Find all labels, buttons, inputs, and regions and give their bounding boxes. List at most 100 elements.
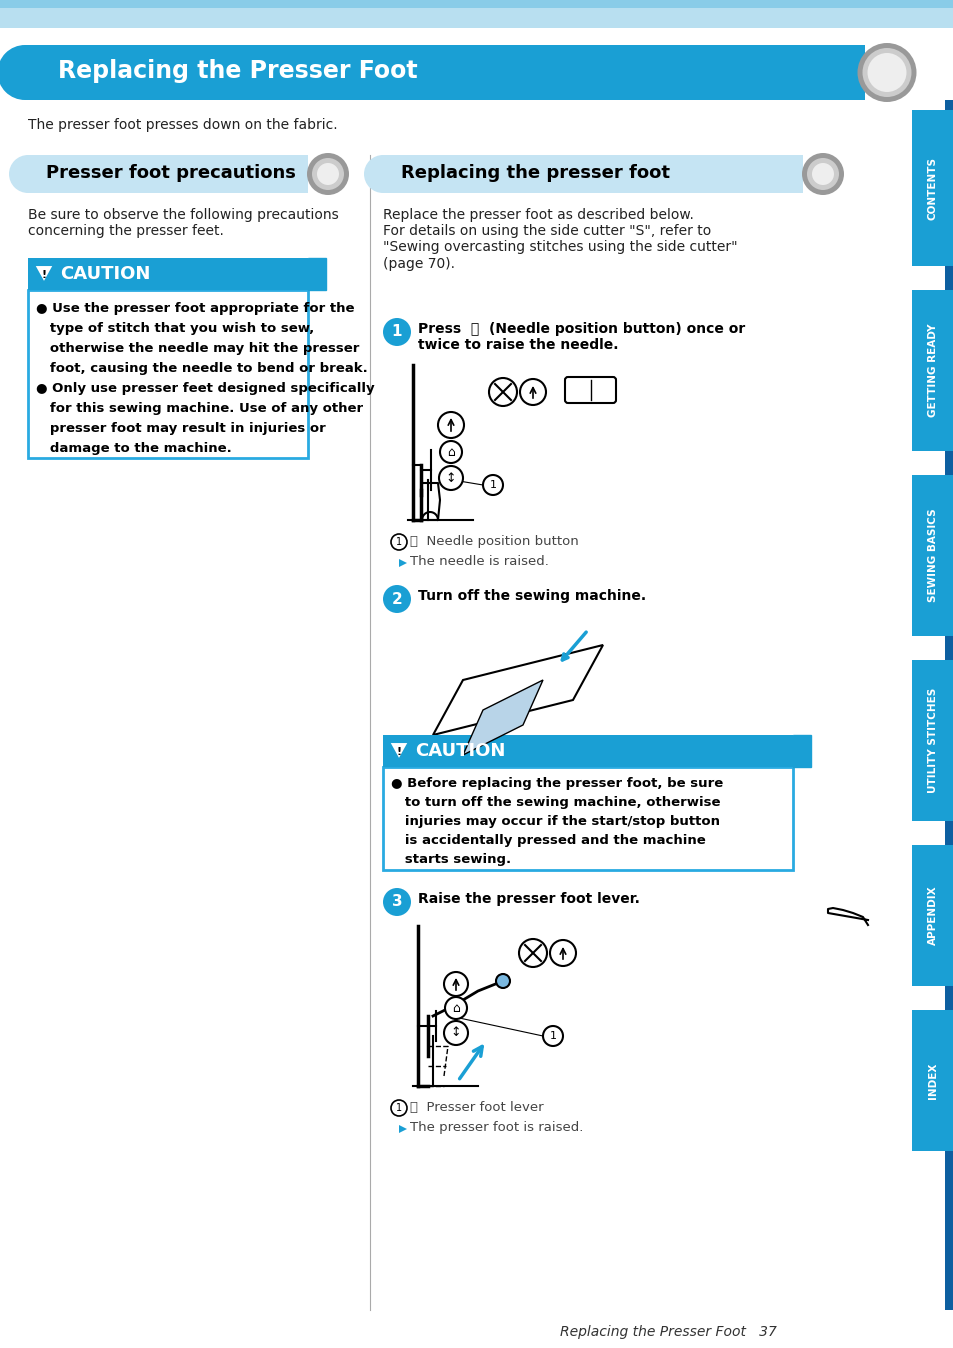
Polygon shape (398, 559, 407, 568)
Polygon shape (433, 644, 602, 735)
Circle shape (364, 155, 401, 193)
Text: foot, causing the needle to bend or break.: foot, causing the needle to bend or brea… (36, 363, 367, 375)
Circle shape (542, 1026, 562, 1046)
Text: CAUTION: CAUTION (415, 741, 505, 760)
Circle shape (382, 888, 411, 917)
Polygon shape (308, 257, 326, 290)
Text: The presser foot presses down on the fabric.: The presser foot presses down on the fab… (28, 119, 337, 132)
Bar (0, 0, 953, 8)
Bar (911, 1010, 953, 1151)
Bar (911, 845, 953, 985)
Text: 3: 3 (392, 895, 402, 910)
Text: ⓘ  Presser foot lever: ⓘ Presser foot lever (410, 1101, 543, 1113)
Text: damage to the machine.: damage to the machine. (36, 442, 232, 456)
Polygon shape (389, 741, 409, 760)
Text: SEWING BASICS: SEWING BASICS (927, 508, 937, 603)
Text: starts sewing.: starts sewing. (391, 853, 511, 865)
Bar (28, 290, 308, 458)
Circle shape (550, 940, 576, 967)
Circle shape (443, 972, 468, 996)
Bar (911, 661, 953, 821)
Text: APPENDIX: APPENDIX (927, 886, 937, 945)
Circle shape (382, 585, 411, 613)
Text: Raise the presser foot lever.: Raise the presser foot lever. (417, 892, 639, 906)
Bar (944, 100, 953, 1310)
Circle shape (443, 1020, 468, 1045)
Text: CAUTION: CAUTION (60, 266, 151, 283)
Circle shape (307, 154, 349, 195)
Polygon shape (34, 266, 54, 283)
Text: 2: 2 (392, 592, 402, 607)
Circle shape (866, 53, 905, 92)
Text: injuries may occur if the start/stop button: injuries may occur if the start/stop but… (391, 816, 720, 828)
Text: ↕: ↕ (450, 1026, 460, 1039)
Circle shape (801, 154, 843, 195)
Circle shape (489, 377, 517, 406)
FancyBboxPatch shape (564, 377, 616, 403)
Text: GETTING READY: GETTING READY (927, 324, 937, 418)
Text: Press  ⓘ  (Needle position button) once or
twice to raise the needle.: Press ⓘ (Needle position button) once or… (417, 322, 744, 352)
Text: CONTENTS: CONTENTS (927, 156, 937, 220)
Bar (382, 735, 792, 767)
Bar (28, 257, 308, 290)
Polygon shape (462, 679, 542, 755)
Text: Be sure to observe the following precautions
concerning the presser feet.: Be sure to observe the following precaut… (28, 208, 338, 239)
Text: Replacing the Presser Foot: Replacing the Presser Foot (58, 59, 417, 84)
Text: presser foot may result in injuries or: presser foot may result in injuries or (36, 422, 325, 435)
Text: 1: 1 (395, 537, 401, 547)
Text: !: ! (41, 270, 47, 280)
Circle shape (862, 49, 910, 97)
Circle shape (811, 163, 833, 185)
Circle shape (519, 379, 545, 404)
Text: 1: 1 (392, 325, 402, 340)
Text: ⌂: ⌂ (452, 1002, 459, 1015)
Text: The needle is raised.: The needle is raised. (410, 555, 548, 568)
Text: The presser foot is raised.: The presser foot is raised. (410, 1122, 583, 1134)
Text: 1: 1 (395, 1103, 401, 1113)
Circle shape (9, 155, 47, 193)
Text: INDEX: INDEX (927, 1062, 937, 1099)
Text: Turn off the sewing machine.: Turn off the sewing machine. (417, 589, 645, 603)
Text: ● Before replacing the presser foot, be sure: ● Before replacing the presser foot, be … (391, 776, 722, 790)
Circle shape (439, 441, 461, 462)
Circle shape (391, 1100, 407, 1116)
Text: type of stitch that you wish to sew,: type of stitch that you wish to sew, (36, 322, 314, 336)
Circle shape (316, 163, 338, 185)
Circle shape (391, 534, 407, 550)
Bar (28, 155, 308, 193)
Polygon shape (792, 735, 810, 767)
Text: !: ! (396, 747, 401, 758)
Text: is accidentally pressed and the machine: is accidentally pressed and the machine (391, 834, 705, 847)
Circle shape (438, 466, 462, 491)
Circle shape (518, 940, 546, 967)
Polygon shape (398, 1126, 407, 1134)
Text: otherwise the needle may hit the presser: otherwise the needle may hit the presser (36, 342, 359, 355)
Circle shape (857, 43, 916, 102)
Text: ● Only use presser feet designed specifically: ● Only use presser feet designed specifi… (36, 381, 375, 395)
Circle shape (0, 44, 52, 100)
Circle shape (382, 318, 411, 346)
Text: ⓘ  Needle position button: ⓘ Needle position button (410, 535, 578, 549)
Circle shape (444, 998, 467, 1019)
Bar (382, 155, 802, 193)
Circle shape (437, 412, 463, 438)
Text: Replacing the Presser Foot   37: Replacing the Presser Foot 37 (559, 1325, 776, 1339)
Text: UTILITY STITCHES: UTILITY STITCHES (927, 687, 937, 793)
Text: ↕: ↕ (445, 472, 456, 484)
Bar (911, 290, 953, 452)
Circle shape (496, 975, 510, 988)
Text: 1: 1 (549, 1031, 556, 1041)
Text: ⌂: ⌂ (447, 445, 455, 458)
Circle shape (482, 474, 502, 495)
Bar (911, 474, 953, 636)
Text: Replace the presser foot as described below.
For details on using the side cutte: Replace the presser foot as described be… (382, 208, 737, 271)
Circle shape (806, 158, 838, 190)
Bar (25, 44, 864, 100)
Bar (0, 8, 953, 28)
Text: ● Use the presser foot appropriate for the: ● Use the presser foot appropriate for t… (36, 302, 355, 315)
Bar (382, 767, 792, 869)
Text: Presser foot precautions: Presser foot precautions (46, 164, 295, 182)
Text: Replacing the presser foot: Replacing the presser foot (400, 164, 669, 182)
Bar (911, 111, 953, 266)
Circle shape (312, 158, 344, 190)
